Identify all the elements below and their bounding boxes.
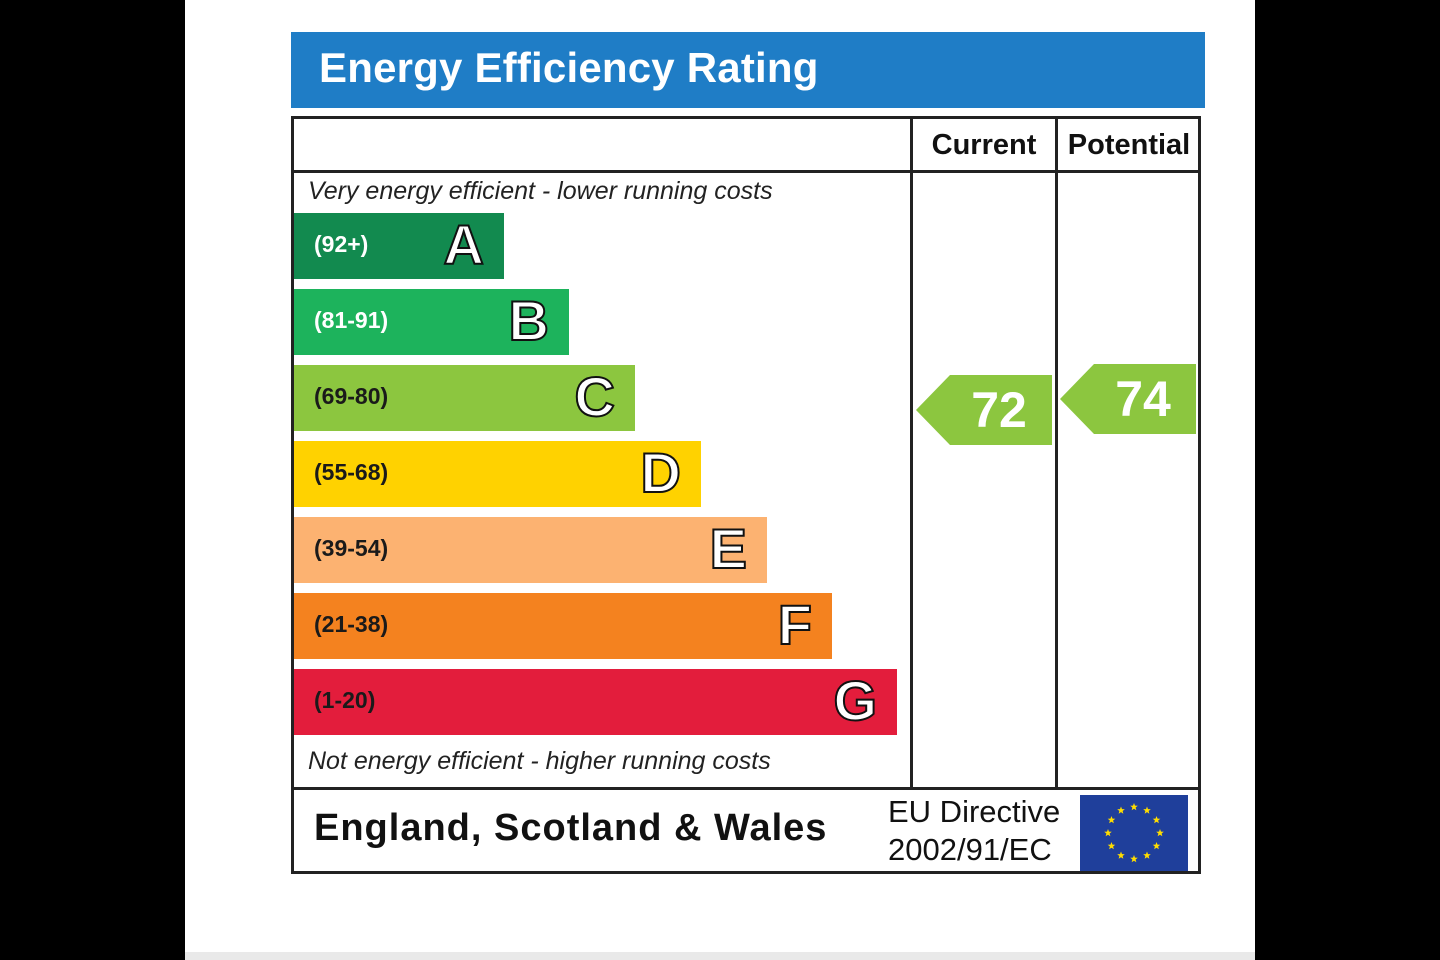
chart-title: Energy Efficiency Rating xyxy=(319,44,819,91)
band-range: (69-80) xyxy=(314,383,389,409)
eu-star xyxy=(1130,855,1138,863)
current-rating-value: 72 xyxy=(971,382,1027,438)
rating-chart-frame: Current Potential Very energy efficient … xyxy=(291,116,1201,874)
potential-column-header: Potential xyxy=(1067,129,1191,161)
band-a: (92+) A xyxy=(294,213,504,279)
eu-star xyxy=(1143,806,1151,814)
potential-arrow-shape xyxy=(1060,364,1196,434)
band-c: (69-80) C xyxy=(294,365,635,431)
current-column-header: Current xyxy=(931,129,1037,161)
band-letter: A xyxy=(443,213,485,277)
band-range: (21-38) xyxy=(314,611,389,637)
eu-directive-line2: 2002/91/EC xyxy=(888,832,1052,867)
band-range: (55-68) xyxy=(314,459,389,485)
bottom-caption: Not energy efficient - higher running co… xyxy=(308,747,771,775)
eu-star xyxy=(1107,842,1116,850)
band-letter: C xyxy=(574,365,616,429)
band-b: (81-91) B xyxy=(294,289,569,355)
eu-star xyxy=(1156,829,1164,837)
band-range: (92+) xyxy=(314,231,369,257)
eu-star xyxy=(1143,851,1151,859)
band-e: (39-54) E xyxy=(294,517,767,583)
band-letter: B xyxy=(508,289,550,353)
band-range: (81-91) xyxy=(314,307,389,333)
band-range: (39-54) xyxy=(314,535,389,561)
current-rating-arrow: 72 xyxy=(916,375,1052,445)
current-arrow-shape xyxy=(916,375,1052,445)
epc-canvas: Energy Efficiency Rating Current Potenti… xyxy=(185,0,1255,952)
header-row-divider xyxy=(294,170,1198,173)
eu-star xyxy=(1107,816,1116,824)
header-bar: Energy Efficiency Rating xyxy=(291,32,1205,108)
band-g: (1-20) G xyxy=(294,669,897,735)
eu-star xyxy=(1152,842,1161,850)
band-letter: E xyxy=(709,517,748,581)
current-column-divider xyxy=(910,119,913,789)
band-d: (55-68) D xyxy=(294,441,701,507)
eu-star xyxy=(1130,803,1138,811)
potential-column-divider xyxy=(1055,119,1058,789)
bottom-divider xyxy=(185,952,1255,960)
region-label: England, Scotland & Wales xyxy=(314,807,828,849)
potential-rating-arrow: 74 xyxy=(1060,364,1196,434)
eu-star xyxy=(1104,829,1112,837)
eu-directive-line1: EU Directive xyxy=(888,794,1061,829)
eu-directive: EU Directive 2002/91/EC xyxy=(888,793,1060,869)
potential-rating-value: 74 xyxy=(1115,371,1171,427)
eu-star xyxy=(1152,816,1161,824)
band-letter: G xyxy=(832,669,878,733)
band-letter: D xyxy=(640,441,682,505)
eu-star xyxy=(1117,851,1125,859)
eu-star xyxy=(1117,806,1125,814)
footer-row-divider xyxy=(294,787,1198,790)
eu-stars-icon xyxy=(1104,803,1164,863)
band-letter: F xyxy=(777,593,813,657)
band-f: (21-38) F xyxy=(294,593,832,659)
eu-flag-icon xyxy=(1080,795,1188,871)
band-range: (1-20) xyxy=(314,687,376,713)
top-caption: Very energy efficient - lower running co… xyxy=(308,177,773,205)
